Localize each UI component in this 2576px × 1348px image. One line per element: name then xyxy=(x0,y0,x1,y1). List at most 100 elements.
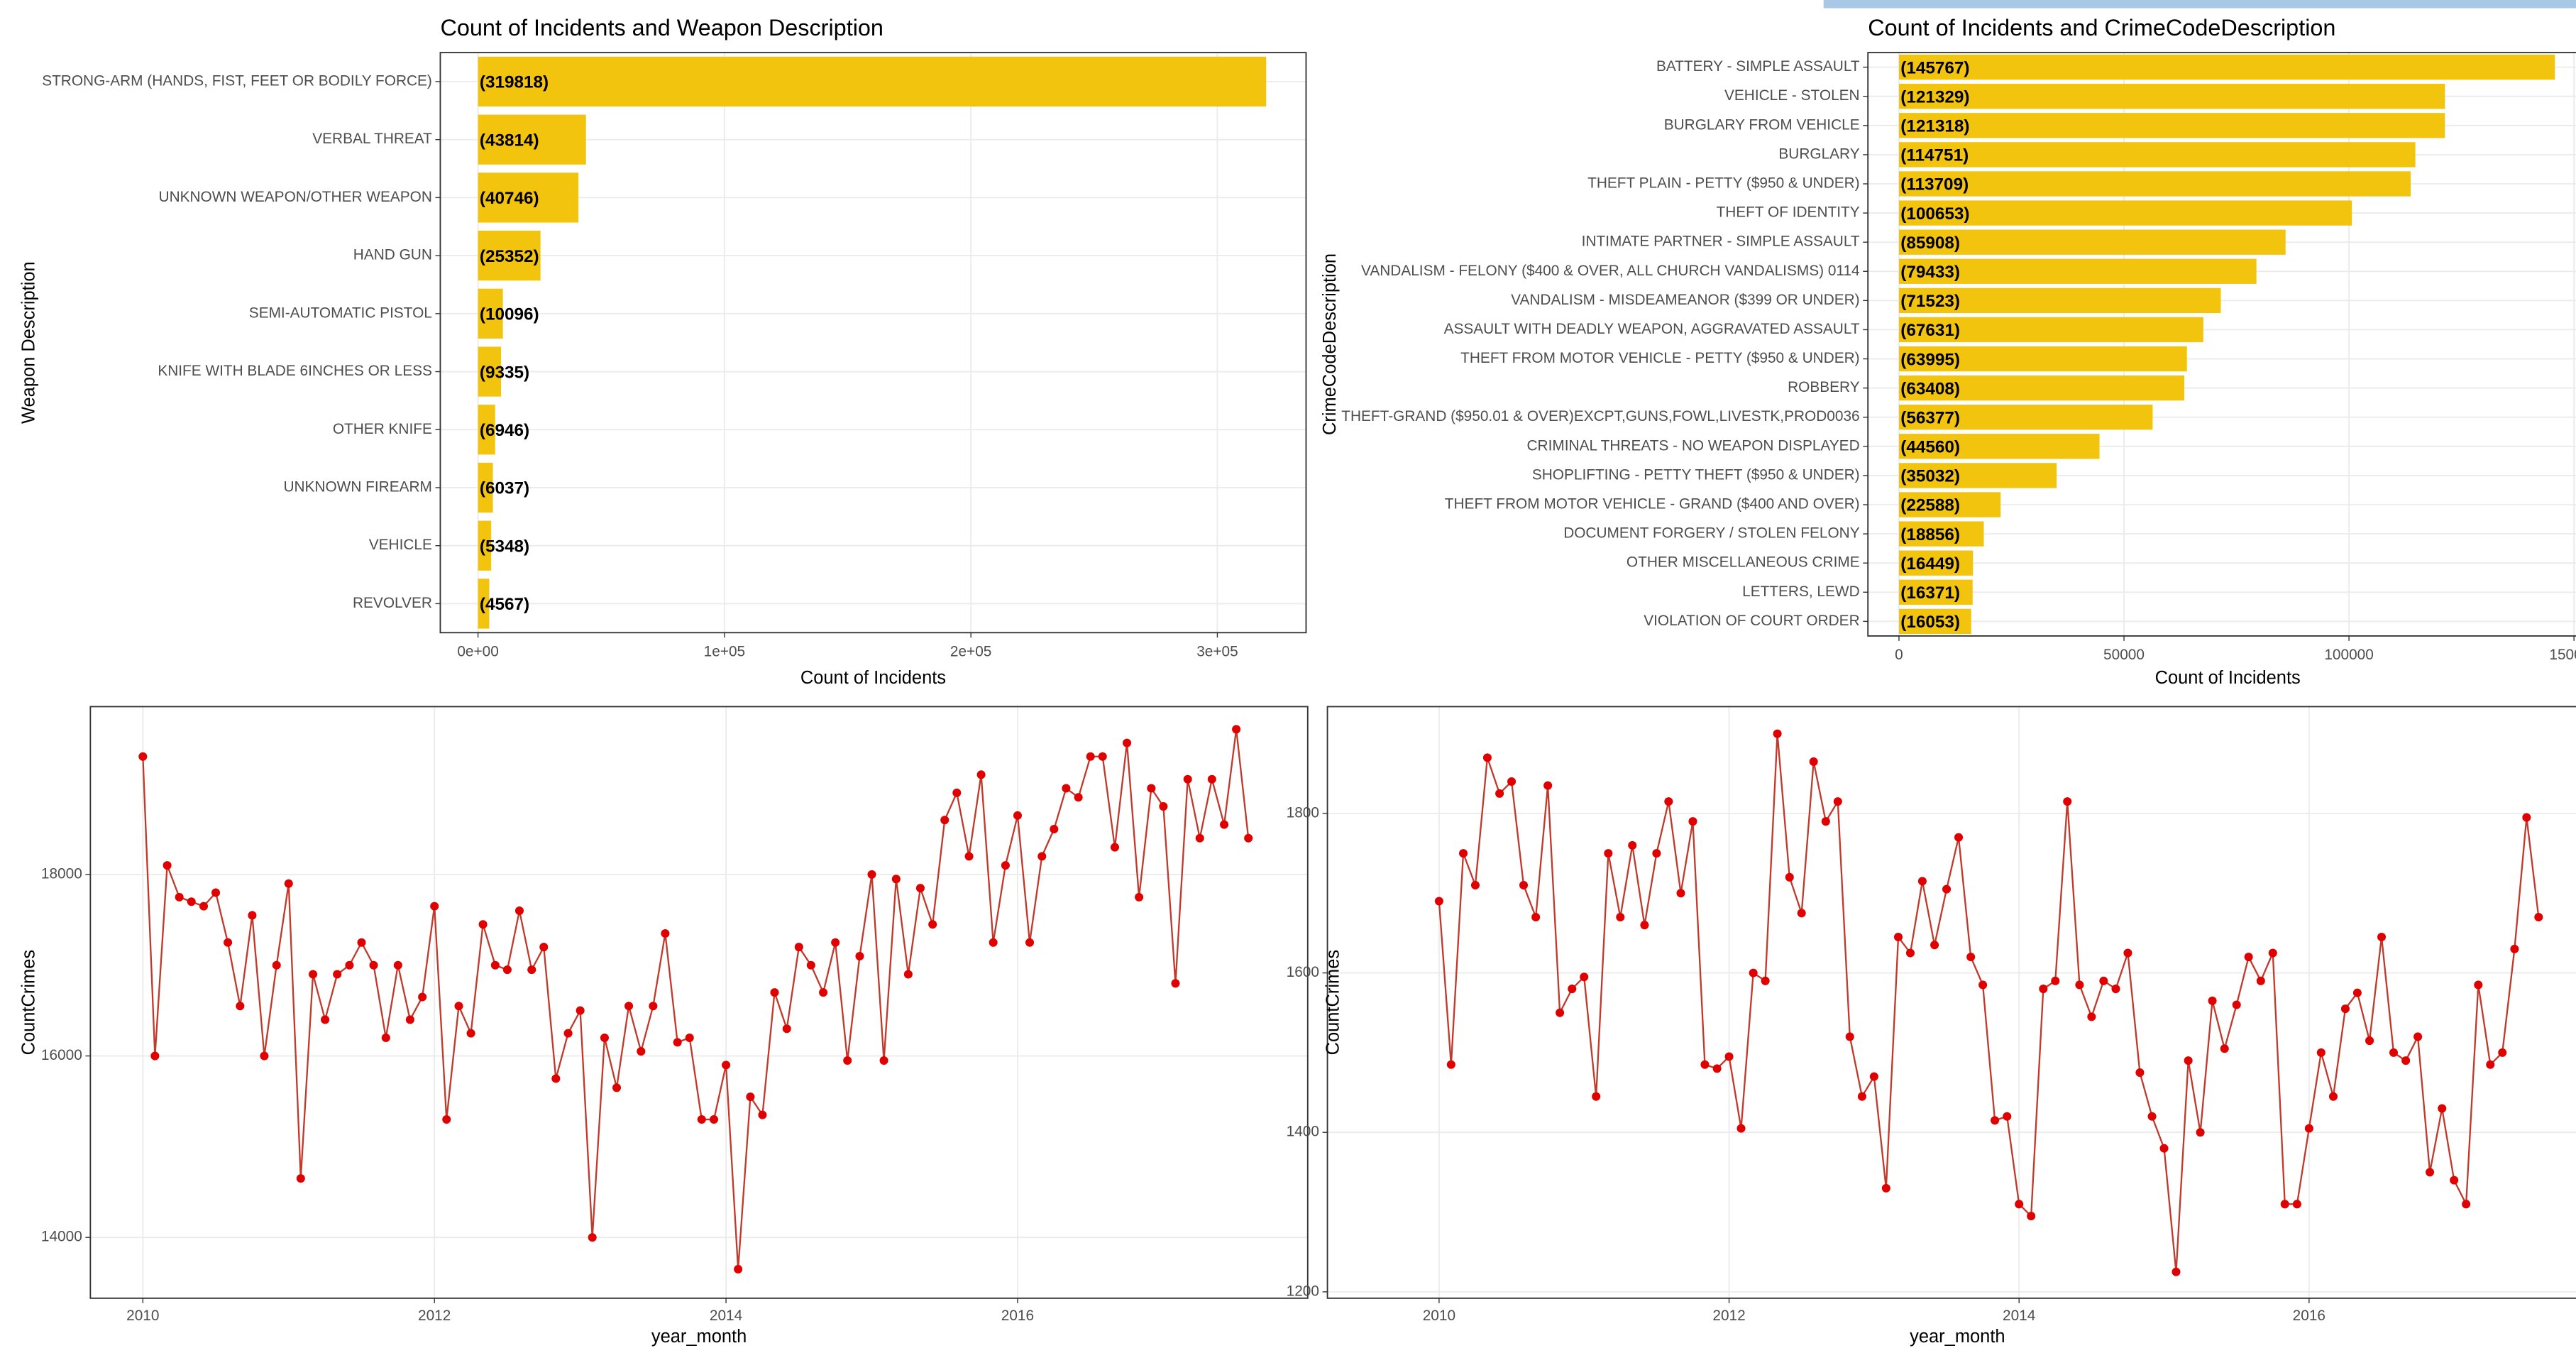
value-label: (67631) xyxy=(1900,321,1960,340)
point xyxy=(1700,1060,1710,1069)
point xyxy=(2208,996,2217,1005)
point xyxy=(393,960,402,970)
point xyxy=(2292,1200,2301,1209)
value-label: (63408) xyxy=(1900,379,1960,398)
point xyxy=(490,960,500,970)
point xyxy=(466,1029,475,1038)
y-tick-label: VEHICLE xyxy=(369,537,432,553)
point xyxy=(673,1038,682,1047)
y-tick-label: 14000 xyxy=(41,1229,82,1245)
y-tick-label: THEFT FROM MOTOR VEHICLE - PETTY ($950 &… xyxy=(1460,350,1859,366)
x-tick-label: 3e+05 xyxy=(1196,644,1238,660)
value-label: (145767) xyxy=(1900,58,1969,77)
point xyxy=(2304,1124,2313,1133)
bar xyxy=(1898,434,2100,459)
point xyxy=(928,920,937,929)
value-label: (85908) xyxy=(1900,234,1960,253)
point xyxy=(1543,781,1553,790)
point xyxy=(661,928,670,938)
y-tick-label: HAND GUN xyxy=(353,247,432,263)
point xyxy=(710,1115,719,1124)
point xyxy=(1773,729,1782,738)
chart-title: Count of Incidents and CrimeCodeDescript… xyxy=(1868,15,2335,40)
point xyxy=(2340,1004,2350,1014)
point xyxy=(260,1051,269,1061)
bar xyxy=(1898,287,2221,314)
x-axis-title: year_month xyxy=(1910,1327,2005,1347)
point xyxy=(1736,1124,1746,1133)
bar xyxy=(478,56,1267,107)
x-axis-title: Count of Incidents xyxy=(2155,668,2301,688)
point xyxy=(1074,793,1083,802)
value-label: (18856) xyxy=(1900,525,1960,544)
y-tick-label: VERBAL THREAT xyxy=(312,131,432,147)
y-tick-label: ASSAULT WITH DEADLY WEAPON, AGGRAVATED A… xyxy=(1444,321,1860,337)
point xyxy=(175,892,184,902)
point xyxy=(964,852,974,861)
bar xyxy=(1898,317,2203,343)
point xyxy=(2377,933,2387,942)
value-label: (6037) xyxy=(480,479,529,498)
y-axis-title: CountCrimes xyxy=(18,950,38,1056)
point xyxy=(442,1115,451,1124)
value-label: (71523) xyxy=(1900,292,1960,311)
bar xyxy=(478,346,502,397)
point xyxy=(2438,1104,2447,1113)
y-tick-label: OTHER MISCELLANEOUS CRIME xyxy=(1626,554,1860,571)
value-label: (100653) xyxy=(1900,204,1969,224)
point xyxy=(588,1233,597,1242)
y-tick-label: THEFT FROM MOTOR VEHICLE - GRAND ($400 A… xyxy=(1445,495,1860,512)
point xyxy=(989,938,998,947)
point xyxy=(1568,985,1577,994)
value-label: (113709) xyxy=(1900,175,1969,194)
point xyxy=(1676,889,1685,898)
bar xyxy=(478,462,493,513)
point xyxy=(1893,933,1903,942)
point xyxy=(199,902,209,911)
point xyxy=(2352,988,2362,997)
point xyxy=(2123,948,2132,958)
bar xyxy=(1898,229,2286,255)
y-tick-label: BURGLARY FROM VEHICLE xyxy=(1664,116,1860,133)
point xyxy=(430,902,439,911)
point xyxy=(2328,1092,2338,1101)
x-tick-label: 2010 xyxy=(126,1308,159,1324)
point xyxy=(454,1002,463,1011)
point xyxy=(2027,1212,2036,1221)
point xyxy=(1556,1008,1565,1017)
point xyxy=(563,1029,573,1038)
point xyxy=(2413,1032,2423,1041)
point xyxy=(1135,892,1144,902)
point xyxy=(1942,884,1952,894)
point xyxy=(1580,972,1589,982)
value-label: (43814) xyxy=(480,131,539,150)
point xyxy=(1434,897,1443,906)
bar xyxy=(1898,550,1974,576)
point xyxy=(1616,912,1625,921)
y-tick-label: UNKNOWN WEAPON/OTHER WEAPON xyxy=(159,189,432,205)
point xyxy=(891,875,901,884)
value-label: (4567) xyxy=(480,595,529,614)
point xyxy=(1013,811,1022,820)
point xyxy=(514,906,524,916)
y-tick-label: 18000 xyxy=(41,865,82,882)
point xyxy=(855,951,864,960)
value-label: (6946) xyxy=(480,421,529,440)
value-label: (25352) xyxy=(480,247,539,266)
point xyxy=(1966,953,1976,962)
point xyxy=(1482,753,1492,762)
point xyxy=(1652,849,1661,858)
point xyxy=(1628,840,1637,850)
y-tick-label: INTIMATE PARTNER - SIMPLE ASSAULT xyxy=(1582,234,1860,250)
point xyxy=(2256,976,2265,985)
value-label: (9335) xyxy=(480,363,529,382)
value-label: (114751) xyxy=(1900,146,1969,165)
point xyxy=(1232,725,1241,734)
point xyxy=(2389,1048,2399,1057)
bar xyxy=(1898,608,1971,635)
point xyxy=(211,888,221,897)
bar xyxy=(478,230,541,281)
panel-border xyxy=(439,52,1307,634)
point xyxy=(1978,980,1988,990)
point xyxy=(272,960,281,970)
